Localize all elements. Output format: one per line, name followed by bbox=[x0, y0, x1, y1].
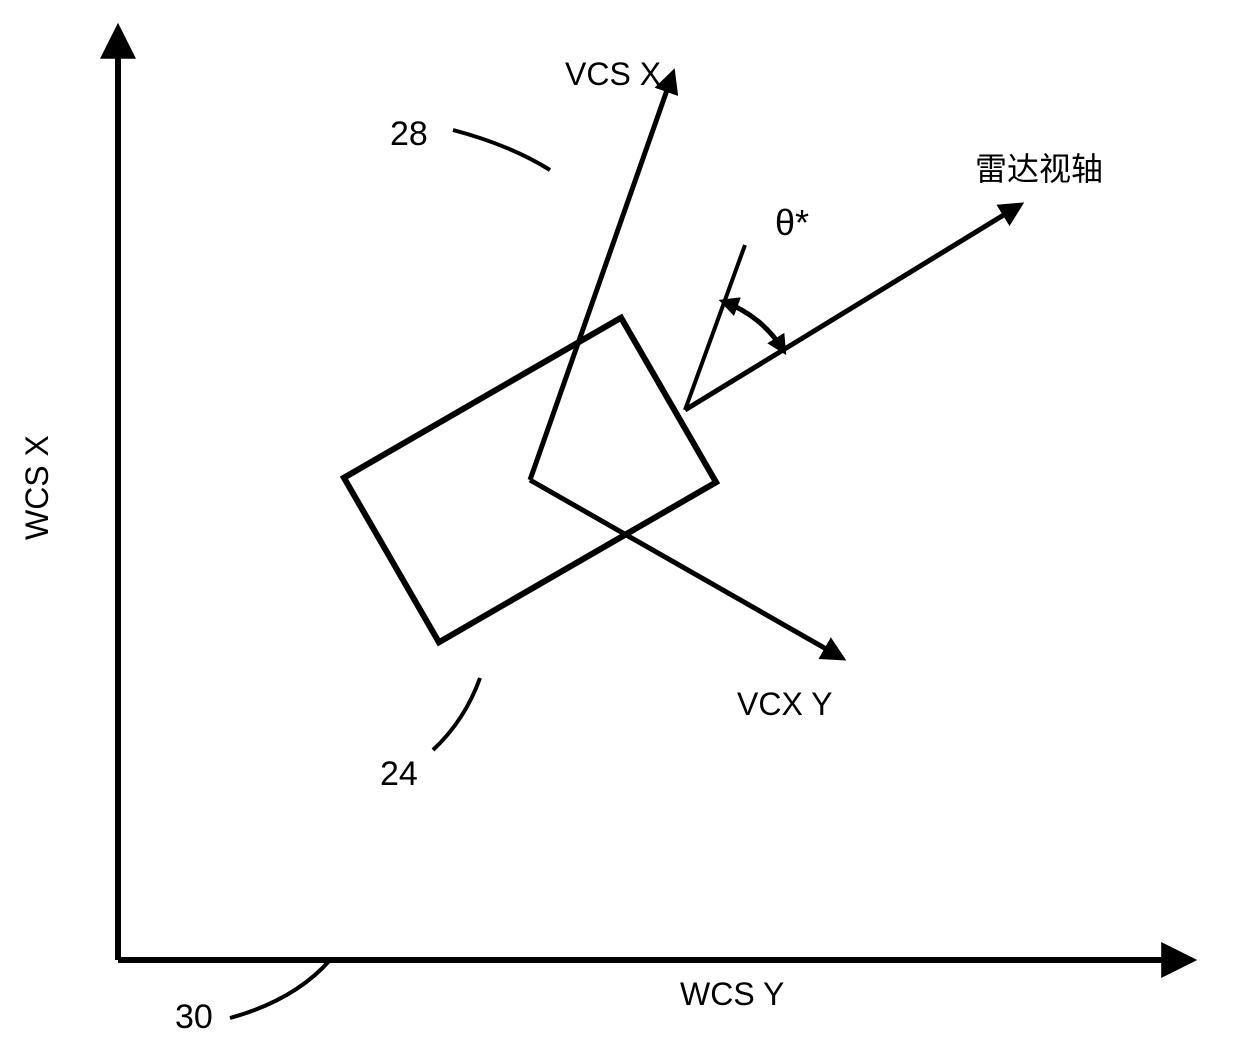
vcs-x-axis bbox=[530, 73, 673, 480]
radar-label: 雷达视轴 bbox=[975, 151, 1103, 187]
vcs-y-axis bbox=[530, 480, 842, 658]
ref-24-leader bbox=[433, 678, 480, 750]
ref-28-label: 28 bbox=[390, 115, 428, 153]
theta-arc bbox=[724, 302, 783, 350]
ref-24-label: 24 bbox=[380, 755, 418, 793]
ref-28-leader bbox=[453, 130, 550, 170]
wcs-y-label: WCS Y bbox=[680, 976, 784, 1012]
ref-30-leader bbox=[230, 960, 330, 1018]
radar-vcsx-ref bbox=[685, 245, 745, 410]
theta-label: θ* bbox=[775, 202, 809, 243]
ref-30-label: 30 bbox=[175, 998, 213, 1036]
vcs-x-label: VCS X bbox=[565, 56, 661, 92]
vcs-y-label: VCX Y bbox=[737, 686, 832, 722]
wcs-x-label: WCS X bbox=[19, 435, 55, 540]
